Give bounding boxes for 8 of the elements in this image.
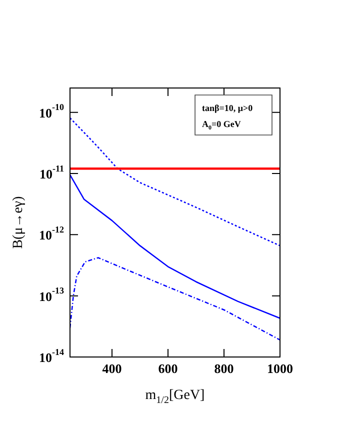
x-tick-label: 400 xyxy=(102,361,122,376)
annotation: tanβ=10, μ>0 xyxy=(202,103,254,113)
x-tick-label: 600 xyxy=(158,361,178,376)
x-tick-label: 1000 xyxy=(267,361,293,376)
y-axis-title: B(μ→eγ) xyxy=(11,196,26,249)
line-series xyxy=(70,117,280,246)
line-series xyxy=(70,257,280,341)
x-tick-label: 800 xyxy=(214,361,234,376)
